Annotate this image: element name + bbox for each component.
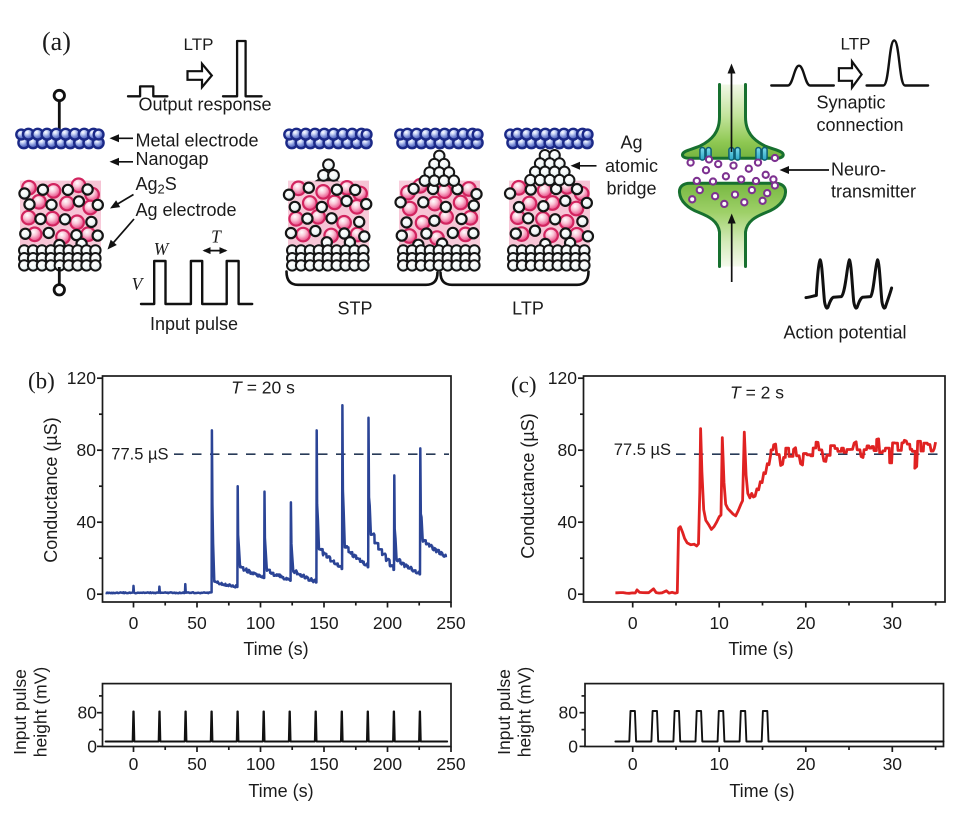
svg-text:LTP: LTP <box>184 35 214 54</box>
svg-text:Ag: Ag <box>620 133 642 153</box>
svg-text:77.5 µS: 77.5 µS <box>614 441 671 459</box>
svg-text:20: 20 <box>796 613 816 633</box>
svg-text:Conductance (µS): Conductance (µS) <box>518 413 538 558</box>
svg-text:T = 20 s: T = 20 s <box>231 378 295 398</box>
svg-text:Nanogap: Nanogap <box>136 149 209 169</box>
svg-text:50: 50 <box>187 613 207 633</box>
svg-text:Action potential: Action potential <box>783 323 906 343</box>
svg-text:80: 80 <box>78 703 98 723</box>
svg-text:LTP: LTP <box>512 299 544 319</box>
svg-text:bridge: bridge <box>606 179 656 199</box>
svg-text:80: 80 <box>559 703 579 723</box>
svg-text:0: 0 <box>129 613 139 633</box>
svg-text:W: W <box>154 239 170 259</box>
svg-text:STP: STP <box>337 299 372 319</box>
svg-text:height (mV): height (mV) <box>515 667 535 757</box>
svg-text:Input pulse: Input pulse <box>10 669 30 755</box>
svg-text:Time (s): Time (s) <box>728 639 793 659</box>
svg-text:40: 40 <box>558 512 578 532</box>
svg-text:50: 50 <box>187 754 207 774</box>
svg-text:0: 0 <box>628 754 638 774</box>
svg-text:0: 0 <box>567 584 577 604</box>
svg-text:Time (s): Time (s) <box>243 639 308 659</box>
svg-text:Input pulse: Input pulse <box>494 669 514 755</box>
svg-text:100: 100 <box>246 754 275 774</box>
svg-text:connection: connection <box>816 115 903 135</box>
svg-text:80: 80 <box>77 440 97 460</box>
svg-text:30: 30 <box>883 754 903 774</box>
svg-text:Synaptic: Synaptic <box>816 93 885 113</box>
svg-text:Time (s): Time (s) <box>729 781 794 801</box>
svg-text:height (mV): height (mV) <box>31 667 51 757</box>
svg-text:10: 10 <box>709 754 729 774</box>
svg-text:250: 250 <box>436 754 465 774</box>
svg-text:200: 200 <box>373 754 402 774</box>
svg-text:Ag electrode: Ag electrode <box>136 200 237 220</box>
svg-text:120: 120 <box>67 368 96 388</box>
svg-text:120: 120 <box>548 368 577 388</box>
svg-text:250: 250 <box>436 613 465 633</box>
svg-text:200: 200 <box>373 613 402 633</box>
svg-text:30: 30 <box>883 613 903 633</box>
svg-text:0: 0 <box>87 736 97 756</box>
svg-text:transmitter: transmitter <box>831 182 916 202</box>
svg-text:150: 150 <box>309 613 338 633</box>
svg-text:10: 10 <box>709 613 729 633</box>
svg-text:Input pulse: Input pulse <box>150 314 238 334</box>
svg-text:T = 2 s: T = 2 s <box>730 383 784 403</box>
svg-text:20: 20 <box>796 754 816 774</box>
svg-text:Ag2S: Ag2S <box>136 174 177 197</box>
svg-text:Output response: Output response <box>138 95 271 115</box>
svg-text:T: T <box>211 227 222 247</box>
svg-text:Metal electrode: Metal electrode <box>136 130 259 150</box>
svg-text:(a): (a) <box>42 27 71 56</box>
svg-text:100: 100 <box>246 613 275 633</box>
svg-text:V: V <box>132 274 145 294</box>
svg-text:(b): (b) <box>28 369 55 394</box>
svg-text:0: 0 <box>628 613 638 633</box>
svg-text:Conductance (µS): Conductance (µS) <box>41 417 61 562</box>
svg-text:0: 0 <box>86 584 96 604</box>
svg-text:0: 0 <box>129 754 139 774</box>
svg-text:Time (s): Time (s) <box>248 781 313 801</box>
svg-text:(c): (c) <box>511 373 537 398</box>
svg-text:40: 40 <box>77 512 97 532</box>
svg-text:atomic: atomic <box>605 156 658 176</box>
svg-text:77.5 µS: 77.5 µS <box>111 446 168 464</box>
svg-text:0: 0 <box>568 736 578 756</box>
svg-text:80: 80 <box>558 440 578 460</box>
svg-text:Neuro-: Neuro- <box>831 160 886 180</box>
svg-text:LTP: LTP <box>841 35 871 54</box>
svg-text:150: 150 <box>309 754 338 774</box>
